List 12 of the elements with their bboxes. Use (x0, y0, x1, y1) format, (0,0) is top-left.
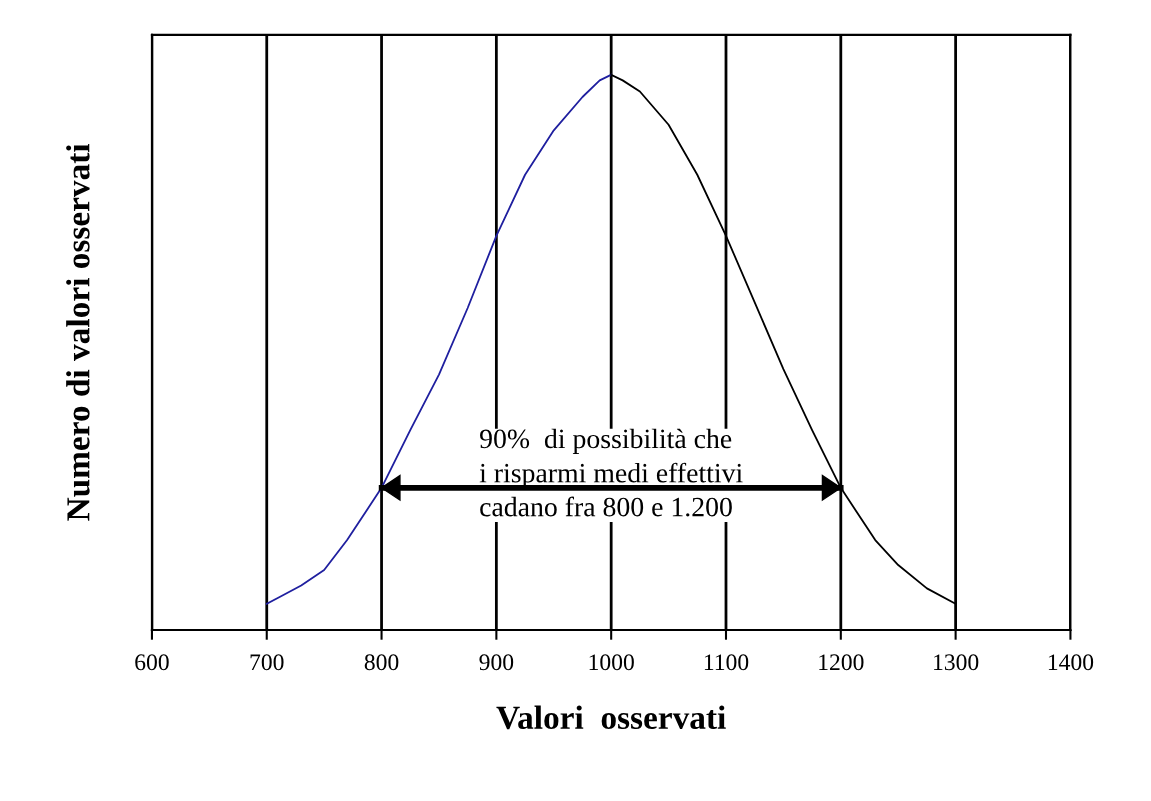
x-tick-label: 1200 (819, 654, 864, 671)
x-tick-label: 600 (135, 654, 169, 671)
x-tick-label: 800 (364, 654, 399, 671)
x-tick-label: 900 (479, 654, 514, 671)
y-axis-title: Numero di valori osservati (66, 143, 90, 521)
x-tick-label: 1000 (589, 654, 634, 671)
x-axis-title: Valori osservati (496, 705, 726, 730)
x-tick-label: 1300 (934, 654, 979, 671)
x-tick-label: 1400 (1048, 654, 1094, 671)
annotation: 90% di possibilità che i risparmi medi effettivi cadano fra 800 e 1.200 (479, 428, 743, 517)
x-tick-label: 1100 (704, 654, 749, 671)
x-tick-label: 700 (250, 654, 284, 671)
